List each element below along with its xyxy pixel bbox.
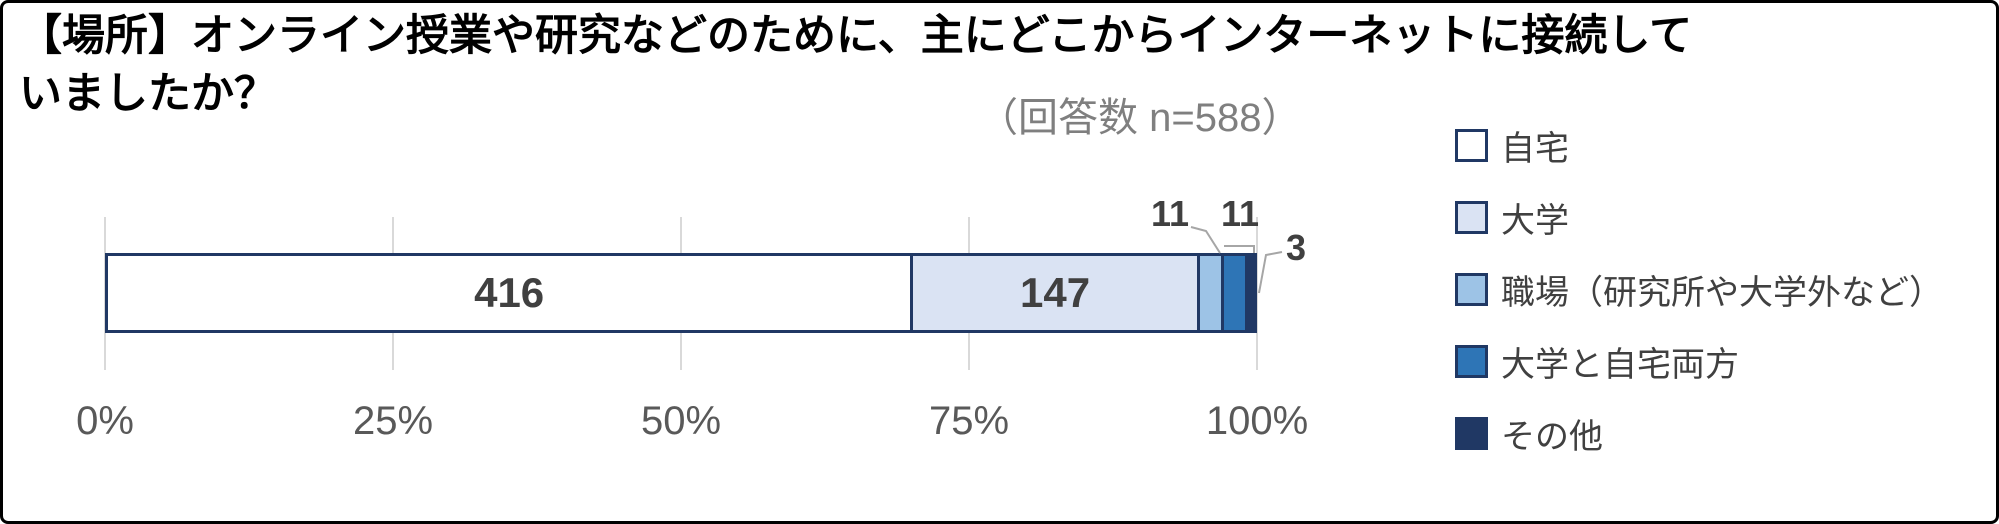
bar-segment-both	[1221, 256, 1246, 330]
x-axis-label-50: 50%	[640, 399, 722, 443]
data-label-workplace: 11	[1150, 193, 1190, 234]
leader-line-workplace	[1190, 226, 1221, 254]
leader-line-both	[1224, 245, 1255, 253]
legend-swatch-university-icon	[1455, 200, 1488, 234]
legend-item-other: その他	[1455, 397, 1995, 469]
x-axis-label-100: 100%	[1205, 399, 1309, 443]
tick-50pct	[680, 335, 682, 370]
legend: 自宅 大学 職場（研究所や大学外など） 大学と自宅両方 その他	[1455, 109, 1995, 469]
leader-line-other	[1258, 251, 1283, 294]
legend-swatch-workplace-icon	[1455, 272, 1488, 306]
chart-title: 【場所】オンライン授業や研究などのために、主にどこからインターネットに接続して …	[19, 7, 1692, 123]
legend-item-home: 自宅	[1455, 109, 1995, 181]
legend-swatch-home-icon	[1455, 128, 1488, 162]
leader-lines	[1190, 226, 1283, 294]
tick-0pct	[104, 335, 106, 370]
bar-segment-other	[1245, 256, 1254, 330]
legend-item-workplace: 職場（研究所や大学外など）	[1455, 253, 1995, 325]
tick-75pct	[968, 335, 970, 370]
legend-item-university: 大学	[1455, 181, 1995, 253]
legend-label-other: その他	[1501, 417, 1603, 456]
chart-title-line2: いましたか？	[19, 70, 277, 118]
tick-100pct	[1256, 335, 1258, 370]
legend-item-both: 大学と自宅両方	[1455, 325, 1995, 397]
response-count-label: （回答数 n=588）	[978, 96, 1302, 140]
stacked-bar: 416 147	[105, 253, 1257, 333]
legend-label-university: 大学	[1501, 201, 1569, 240]
x-axis-label-75: 75%	[928, 399, 1010, 443]
bar-segment-workplace	[1196, 256, 1221, 330]
legend-label-home: 自宅	[1501, 129, 1569, 168]
bar-segment-university: 147	[910, 256, 1197, 330]
data-label-home: 416	[474, 269, 545, 316]
plot-area: 0% 25% 50% 75% 100% 416 147 11 11 3	[3, 3, 1996, 521]
x-axis-label-0: 0%	[76, 399, 134, 443]
data-label-university: 147	[1019, 269, 1091, 316]
data-label-both: 11	[1220, 193, 1260, 234]
bar-segment-home: 416	[108, 256, 911, 330]
gridline-100pct	[1256, 217, 1258, 335]
legend-swatch-both-icon	[1455, 344, 1488, 378]
legend-label-workplace: 職場（研究所や大学外など）	[1501, 273, 1943, 312]
x-axis-label-25: 25%	[352, 399, 434, 443]
chart-title-line1: 【場所】オンライン授業や研究などのために、主にどこからインターネットに接続して	[19, 12, 1693, 60]
data-label-other: 3	[1285, 227, 1307, 268]
legend-label-both: 大学と自宅両方	[1501, 345, 1739, 384]
legend-swatch-other-icon	[1455, 416, 1488, 450]
tick-25pct	[392, 335, 394, 370]
